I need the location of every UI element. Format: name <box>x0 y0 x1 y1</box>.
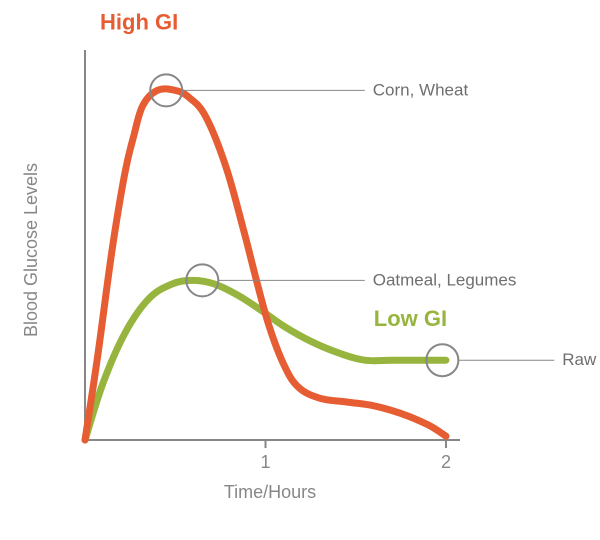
x-tick-label: 1 <box>260 452 270 472</box>
x-axis-label: Time/Hours <box>224 482 316 502</box>
annotation-label-raw-diet: Raw Diet <box>562 350 600 369</box>
chart-svg: 1 2 Time/Hours Blood Glucose Levels High GI L… <box>0 0 600 540</box>
gi-chart: 1 2 Time/Hours Blood Glucose Levels High GI L… <box>0 0 600 540</box>
high-gi-line <box>85 89 446 440</box>
high-gi-title: High GI <box>100 10 178 35</box>
x-tick-label: 2 <box>441 452 451 472</box>
annotation-label-oatmeal-legumes: Oatmeal, Legumes <box>373 270 517 289</box>
y-axis-label: Blood Glucose Levels <box>21 163 41 337</box>
low-gi-title: Low GI <box>374 306 447 331</box>
annotation-label-corn-wheat: Corn, Wheat <box>373 80 469 99</box>
